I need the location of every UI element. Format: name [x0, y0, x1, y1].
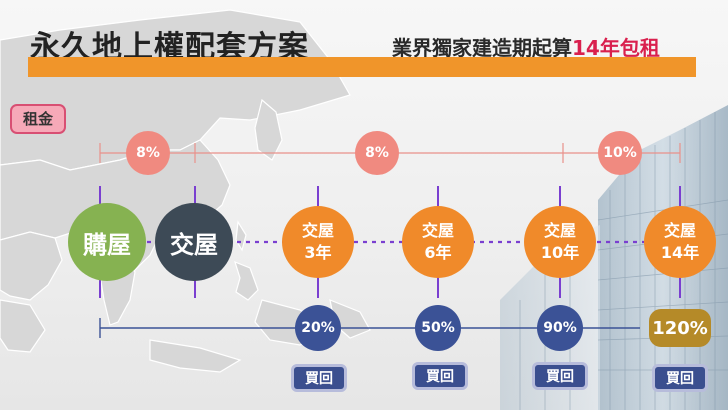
rent-rate-2: 8%: [355, 131, 399, 175]
buyback-rate-6-years: 50%: [415, 305, 461, 351]
rent-rate-1: 8%: [126, 131, 170, 175]
milestone-years: 10年: [540, 243, 580, 262]
rent-rate-3: 10%: [598, 131, 642, 175]
buyback-rate-10-years: 90%: [537, 305, 583, 351]
buyback-button-14-years[interactable]: 買回: [652, 364, 708, 392]
rent-label: 租金: [10, 104, 66, 134]
header-accent-bar: [28, 57, 696, 77]
milestone-years: 6年: [424, 243, 452, 262]
subtitle-highlight: 14年包租: [572, 36, 660, 60]
milestone-3-years: 交屋 3年: [282, 206, 354, 278]
delivery-milestone: 交屋: [155, 203, 233, 281]
buyback-button-6-years[interactable]: 買回: [412, 362, 468, 390]
buyback-button-3-years[interactable]: 買回: [291, 364, 347, 392]
milestone-14-years: 交屋 14年: [644, 206, 716, 278]
milestone-label: 交屋: [543, 221, 576, 240]
buyback-rate-3-years: 20%: [295, 305, 341, 351]
milestone-10-years: 交屋 10年: [524, 206, 596, 278]
subtitle: 業界獨家建造期起算14年包租: [392, 32, 660, 61]
milestone-years: 14年: [660, 243, 700, 262]
purchase-milestone: 購屋: [68, 203, 146, 281]
milestone-label: 交屋: [421, 221, 454, 240]
buyback-rate-14-years: 120%: [649, 309, 711, 347]
milestone-label: 交屋: [663, 221, 696, 240]
milestone-label: 交屋: [301, 221, 334, 240]
milestone-years: 3年: [304, 243, 332, 262]
milestone-6-years: 交屋 6年: [402, 206, 474, 278]
buyback-button-10-years[interactable]: 買回: [532, 362, 588, 390]
subtitle-prefix: 業界獨家建造期起算: [392, 36, 572, 60]
